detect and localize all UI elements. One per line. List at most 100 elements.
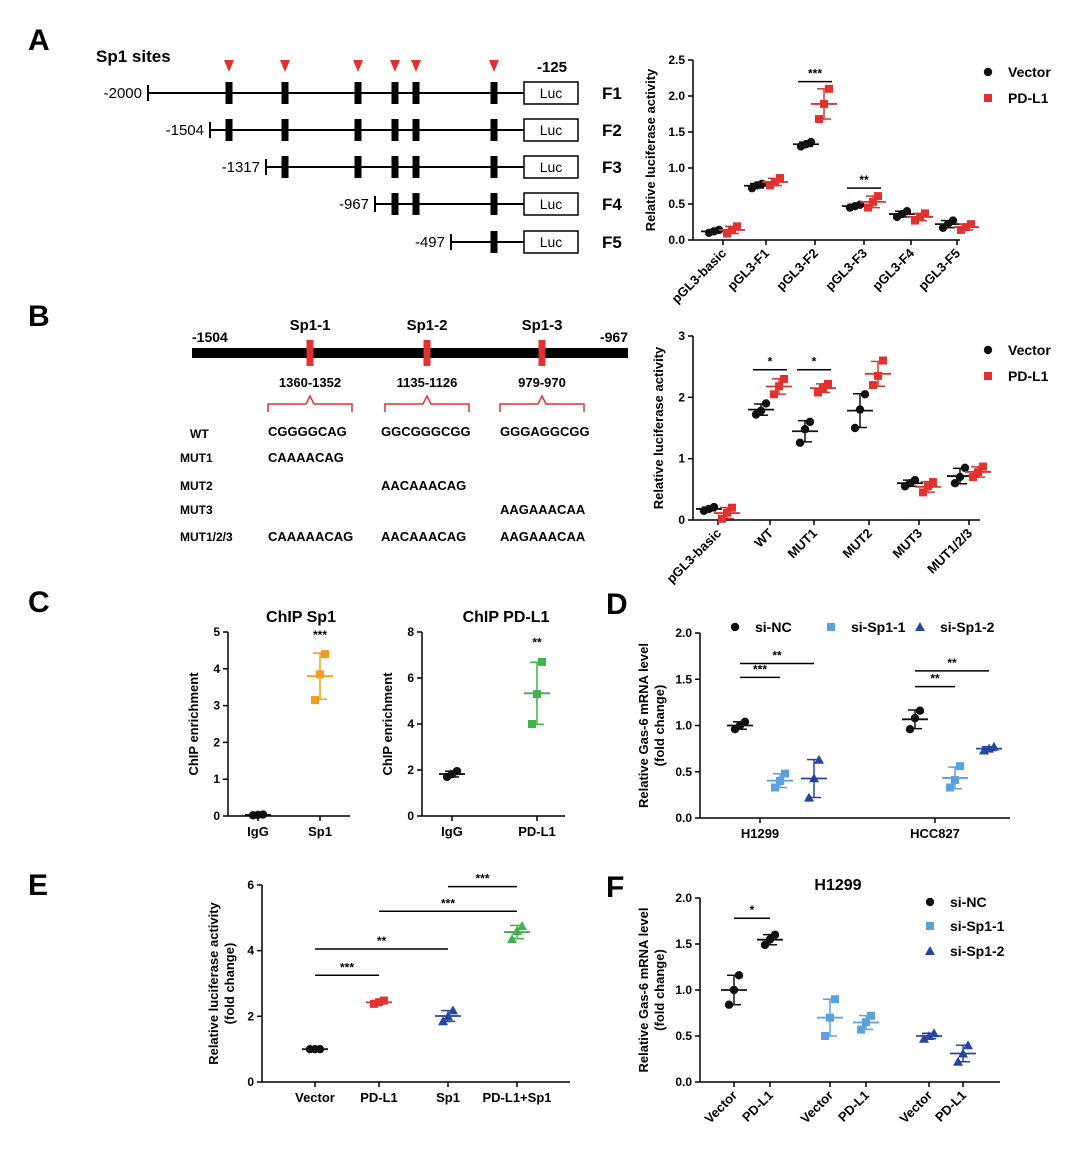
data-point bbox=[728, 503, 736, 512]
legend-a: Vector PD-L1 bbox=[983, 64, 1051, 106]
data-point bbox=[770, 390, 778, 399]
data-point bbox=[258, 810, 268, 819]
x-tick-label: PD-L1+Sp1 bbox=[483, 1090, 552, 1105]
data-point bbox=[756, 406, 766, 416]
luc-label: Luc bbox=[540, 122, 563, 138]
data-point bbox=[915, 622, 925, 631]
sp1-site-bar bbox=[354, 82, 362, 104]
chart-title: ChIP Sp1 bbox=[266, 609, 336, 626]
data-point bbox=[375, 998, 383, 1007]
data-point bbox=[826, 1013, 834, 1022]
data-point bbox=[967, 220, 975, 229]
sequence-text: GGGAGGCGG bbox=[500, 424, 590, 439]
data-point bbox=[757, 179, 767, 189]
promoter-construct-diagram: Sp1 sites -125 Luc -2000 F1 Luc -1504 F2 Luc -131… bbox=[96, 47, 622, 254]
data-point bbox=[905, 725, 915, 734]
significance-label: * bbox=[750, 903, 755, 917]
panel-labels: A B C D E F bbox=[28, 24, 628, 904]
data-point bbox=[962, 223, 970, 232]
site-bracket bbox=[267, 394, 353, 412]
sp1-site-marker bbox=[423, 340, 431, 366]
data-point bbox=[869, 197, 877, 206]
luc-box bbox=[523, 155, 579, 179]
x-tick-label: PD-L1 bbox=[835, 1088, 872, 1125]
data-point bbox=[740, 717, 750, 726]
legend-label: si-Sp1-2 bbox=[950, 943, 1005, 959]
sp1-site-bar bbox=[281, 119, 289, 141]
data-point bbox=[860, 390, 870, 399]
panel-label-f: F bbox=[606, 871, 624, 904]
sp1-site-bar bbox=[354, 119, 362, 141]
y-tick-label: 5 bbox=[213, 625, 220, 639]
y-axis-label-2: (fold change) bbox=[222, 943, 237, 1025]
data-point bbox=[814, 754, 824, 764]
data-point bbox=[925, 897, 935, 907]
y-tick-label: 2.0 bbox=[675, 891, 692, 905]
y-tick-label: 2.0 bbox=[668, 89, 685, 103]
x-tick-label: pGL3-basic bbox=[668, 246, 729, 307]
legend-label: Vector bbox=[1008, 342, 1051, 358]
data-point bbox=[729, 985, 739, 995]
data-point bbox=[806, 137, 816, 147]
data-point bbox=[969, 473, 977, 482]
x-tick-label: Sp1 bbox=[436, 1090, 460, 1105]
significance-label: * bbox=[768, 355, 773, 369]
data-point bbox=[809, 773, 819, 783]
data-point bbox=[983, 345, 993, 355]
data-point bbox=[831, 995, 839, 1004]
luc-box bbox=[523, 230, 579, 254]
data-point bbox=[316, 670, 324, 679]
significance-label: ** bbox=[947, 656, 957, 670]
luc-box bbox=[523, 118, 579, 142]
data-point bbox=[512, 925, 522, 935]
y-axis-label: Relative luciferase activity bbox=[643, 68, 658, 231]
mutation-row-label: WT bbox=[190, 427, 209, 441]
sp1-site-bar bbox=[490, 193, 498, 215]
data-point bbox=[709, 502, 719, 512]
chart-b: 0 1 2 3 Relative luciferase activity pGL3-bas… bbox=[651, 329, 991, 586]
y-tick-label: 2.0 bbox=[675, 626, 692, 640]
data-point bbox=[766, 181, 774, 190]
y-axis-label-2: (fold change) bbox=[652, 685, 667, 767]
panel-label-d: D bbox=[606, 588, 628, 621]
data-point bbox=[781, 769, 789, 778]
y-tick-label: 0 bbox=[678, 513, 685, 527]
sp1-site-bar bbox=[412, 119, 420, 141]
x-tick-label: HCC827 bbox=[910, 826, 960, 841]
data-point bbox=[879, 356, 887, 365]
data-point bbox=[955, 472, 965, 482]
data-point bbox=[815, 115, 823, 124]
y-axis-label: Relative luciferase activity bbox=[206, 901, 221, 1064]
x-tick-label: PD-L1 bbox=[739, 1088, 776, 1125]
x-tick-label: Vector bbox=[701, 1088, 740, 1127]
y-tick-label: 1.0 bbox=[675, 719, 692, 733]
data-point bbox=[438, 1016, 448, 1026]
data-point bbox=[984, 94, 992, 102]
y-tick-label: 0.0 bbox=[675, 811, 692, 825]
y-tick-label: 0.0 bbox=[668, 233, 685, 247]
data-point bbox=[921, 209, 929, 218]
x-tick-label: Vector bbox=[797, 1088, 836, 1127]
chart-d: 0.0 0.5 1.0 1.5 2.0 Relative Gas-6 mRNA level… bbox=[636, 626, 1010, 841]
panel-label-c: C bbox=[28, 586, 50, 619]
data-point bbox=[929, 1028, 939, 1038]
data-point bbox=[761, 399, 771, 408]
data-point bbox=[724, 1000, 734, 1009]
chart-f: 0.0 0.5 1.0 1.5 2.0 Relative Gas-6 mRNA level… bbox=[636, 877, 1000, 1126]
data-point bbox=[951, 776, 959, 785]
y-tick-label: 1.5 bbox=[668, 125, 685, 139]
sp1-site-bar bbox=[490, 82, 498, 104]
data-point bbox=[948, 216, 958, 225]
sequence-text: AAGAAACAA bbox=[500, 502, 586, 517]
data-point bbox=[795, 438, 805, 447]
data-point bbox=[771, 178, 779, 187]
chart-title: H1299 bbox=[814, 877, 861, 894]
data-point bbox=[919, 488, 927, 497]
right-end-label: -967 bbox=[600, 329, 628, 345]
construct-start-label: -2000 bbox=[104, 85, 142, 102]
mutation-row-label: MUT1 bbox=[180, 451, 213, 465]
data-point bbox=[916, 212, 924, 221]
legend-label: Vector bbox=[1008, 64, 1051, 80]
data-point bbox=[723, 229, 731, 238]
site-bracket bbox=[384, 394, 470, 412]
